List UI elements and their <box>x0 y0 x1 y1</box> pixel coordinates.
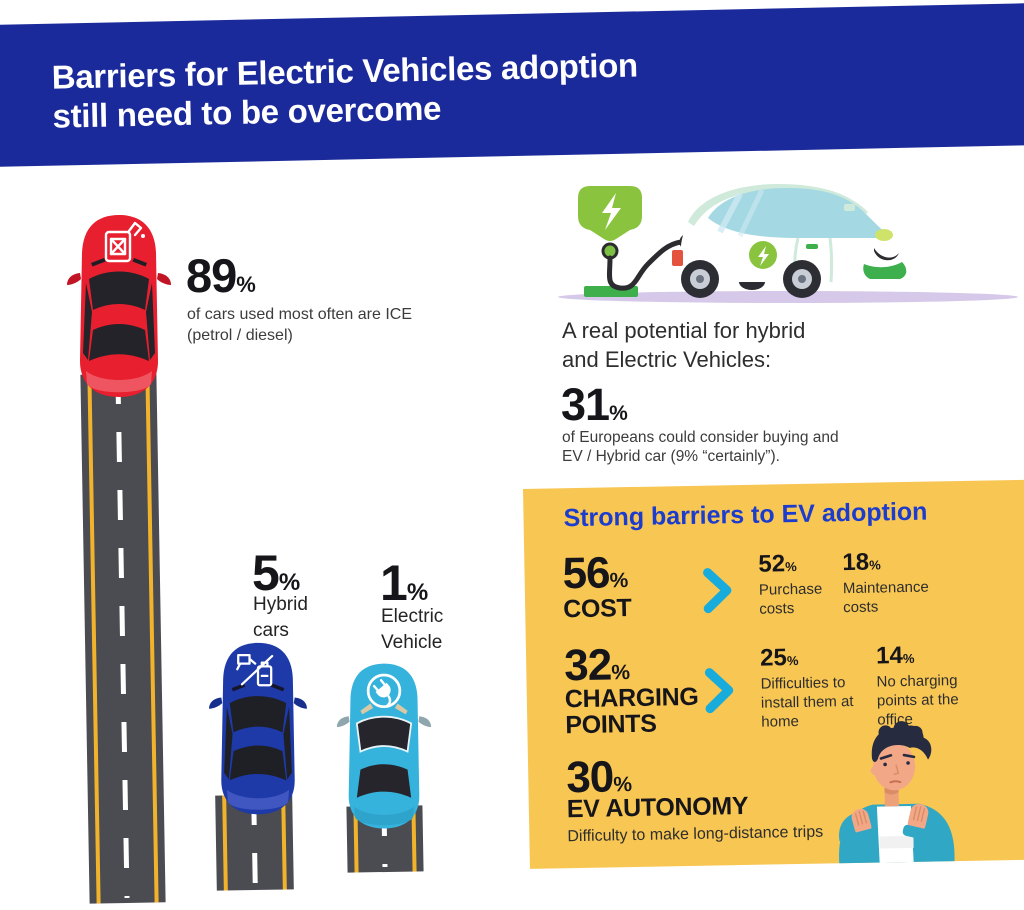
fuel-pump-battery-icon <box>236 653 274 687</box>
potential-stat-number: 31% <box>561 379 628 430</box>
road-edge-line <box>145 373 159 903</box>
barriers-panel: Strong barriers to EV adoption 56% COST … <box>523 478 1024 869</box>
hybrid-stat-number: 5% <box>252 545 301 601</box>
page-title: Barriers for Electric Vehicles adoption … <box>0 3 1024 137</box>
plug-icon <box>366 673 402 709</box>
ev-car-side-view <box>672 184 913 298</box>
barriers-title: Strong barriers to EV adoption <box>563 497 928 533</box>
potential-heading: A real potential for hybrid and Electric… <box>562 318 806 372</box>
ev-stat-number: 1% <box>380 555 429 611</box>
ev-car-top-view <box>336 663 432 829</box>
barrier-charging-label: CHARGING POINTS <box>564 682 699 740</box>
barrier-autonomy-note: Difficulty to make long-distance trips <box>567 823 824 846</box>
hybrid-car-top-view <box>209 642 307 815</box>
road-center-dashes <box>115 374 130 899</box>
charging-cable <box>606 239 684 291</box>
hybrid-stat-label: Hybrid cars <box>253 594 308 641</box>
ice-stat-number: 89% <box>186 249 256 302</box>
chevron-right-icon <box>704 668 734 714</box>
sub-stat-no-office-points: 14% No charging points at the office <box>875 642 959 729</box>
man-refusing-illustration <box>839 721 955 869</box>
ice-stat-description: of cars used most often are ICE (petrol … <box>187 306 412 344</box>
lightning-icon <box>602 193 621 230</box>
charge-port-flap <box>672 250 683 266</box>
potential-stat-description: of Europeans could consider buying and E… <box>562 429 839 465</box>
sub-stat-purchase-costs: 52% Purchase costs <box>758 550 823 618</box>
header-banner: Barriers for Electric Vehicles adoption … <box>0 2 1024 168</box>
ice-car-top-view <box>67 215 171 397</box>
jerrycan-icon <box>104 221 145 263</box>
barrier-charging-number: 32% <box>563 640 630 691</box>
sub-stat-maintenance-costs: 18% Maintenance costs <box>842 548 929 617</box>
barrier-cost-number: 56% <box>562 548 628 599</box>
sub-stat-install-home: 25% Difficulties to install them at home <box>759 644 854 731</box>
ground-shadow <box>558 291 1018 303</box>
ev-charging-illustration <box>558 184 1018 303</box>
barrier-cost-label: COST <box>562 594 632 624</box>
charging-station-icon <box>578 186 697 297</box>
ev-stat-label: Electric Vehicle <box>381 606 444 653</box>
road-edge-line <box>87 374 101 904</box>
road-ice <box>80 373 166 904</box>
chevron-right-icon <box>703 568 732 614</box>
barrier-autonomy-label: EV AUTONOMY <box>566 791 749 824</box>
